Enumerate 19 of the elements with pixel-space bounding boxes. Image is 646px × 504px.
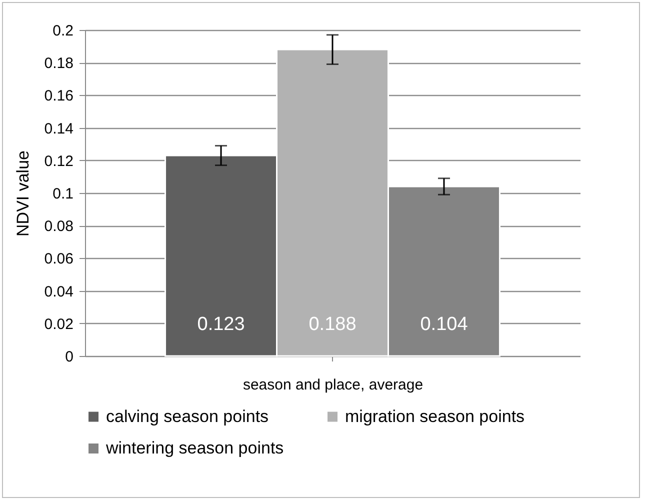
legend-label: migration season points	[345, 406, 525, 426]
y-tick-label: 0.14	[44, 120, 74, 138]
y-tick-label: 0	[65, 348, 74, 366]
y-tick-label: 0.02	[44, 316, 74, 333]
y-tick-label: 0.12	[44, 152, 74, 170]
y-tick-label: 0.16	[44, 88, 74, 105]
y-axis-title: NDVI value	[13, 150, 32, 236]
y-tick-label: 0.18	[44, 55, 74, 72]
y-tick-label: 0.08	[44, 218, 74, 236]
x-axis-title: season and place, average	[242, 376, 424, 394]
y-tick-label: 0.2	[52, 22, 74, 40]
legend-label: wintering season points	[105, 438, 284, 458]
y-tick-label: 0.06	[44, 250, 74, 268]
data-label: 0.188	[308, 314, 356, 335]
legend-label: calving season points	[106, 406, 269, 426]
y-tick-label: 0.1	[52, 186, 74, 202]
data-label: 0.104	[420, 314, 468, 335]
y-tick-label: 0.04	[44, 283, 74, 300]
data-label: 0.123	[197, 314, 245, 335]
